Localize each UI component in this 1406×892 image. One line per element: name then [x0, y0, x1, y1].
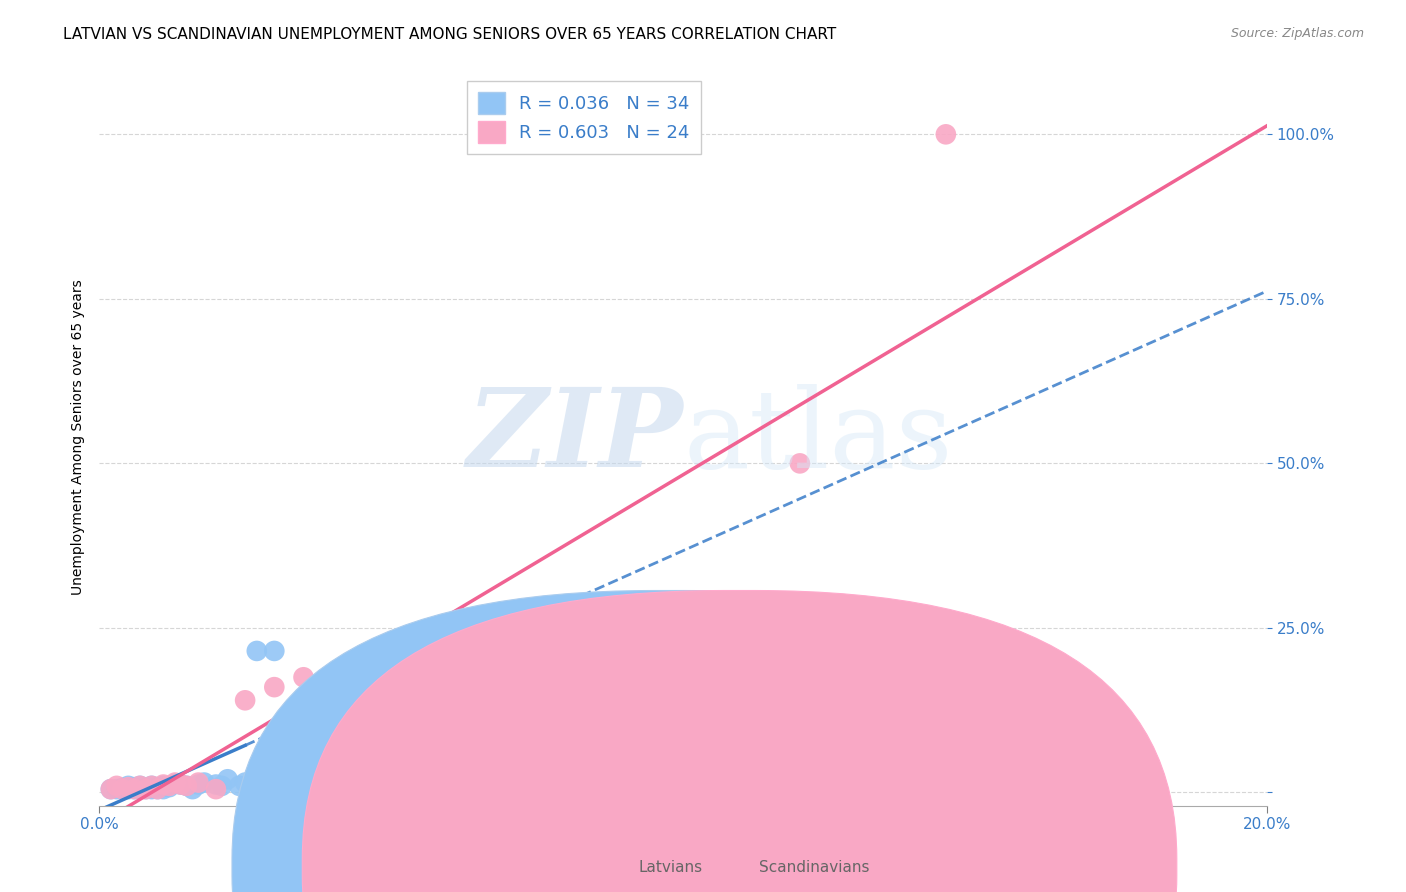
Legend: R = 0.036   N = 34, R = 0.603   N = 24: R = 0.036 N = 34, R = 0.603 N = 24	[467, 81, 700, 154]
Point	[129, 779, 152, 793]
Point	[117, 782, 139, 797]
Point	[789, 456, 811, 470]
Point	[111, 782, 134, 797]
Point	[129, 779, 152, 793]
Point	[176, 779, 198, 793]
Text: LATVIAN VS SCANDINAVIAN UNEMPLOYMENT AMONG SENIORS OVER 65 YEARS CORRELATION CHA: LATVIAN VS SCANDINAVIAN UNEMPLOYMENT AMO…	[63, 27, 837, 42]
Y-axis label: Unemployment Among Seniors over 65 years: Unemployment Among Seniors over 65 years	[72, 279, 86, 595]
Point	[135, 780, 157, 795]
Point	[122, 780, 145, 794]
Point	[141, 782, 163, 797]
Point	[152, 778, 174, 792]
Point	[111, 780, 134, 795]
Text: Scandinavians: Scandinavians	[759, 860, 870, 874]
Point	[122, 782, 145, 797]
Point	[246, 644, 269, 658]
Point	[111, 782, 134, 797]
Point	[117, 780, 139, 794]
Point	[217, 772, 239, 787]
Point	[117, 780, 139, 795]
Point	[105, 779, 128, 793]
Point	[205, 782, 228, 797]
Text: Latvians: Latvians	[638, 860, 703, 874]
Point	[170, 778, 193, 792]
Point	[157, 779, 180, 793]
Point	[439, 687, 461, 701]
Point	[129, 782, 152, 797]
Point	[135, 782, 157, 797]
Point	[176, 779, 198, 793]
Point	[409, 673, 432, 688]
Point	[163, 777, 186, 791]
Point	[187, 775, 209, 789]
Point	[105, 782, 128, 797]
Point	[141, 779, 163, 793]
Point	[117, 779, 139, 793]
Point	[205, 778, 228, 792]
Point	[672, 607, 695, 622]
Point	[292, 670, 315, 684]
Point	[135, 782, 157, 797]
Point	[152, 782, 174, 797]
Point	[935, 128, 957, 142]
Point	[228, 779, 250, 793]
Point	[163, 775, 186, 789]
Text: ZIP: ZIP	[467, 384, 683, 491]
Point	[193, 775, 215, 789]
Point	[152, 779, 174, 793]
Point	[233, 775, 256, 789]
Point	[263, 680, 285, 694]
Point	[146, 782, 169, 797]
Point	[100, 782, 122, 797]
Text: Source: ZipAtlas.com: Source: ZipAtlas.com	[1230, 27, 1364, 40]
Point	[187, 778, 209, 792]
Point	[146, 780, 169, 794]
Point	[100, 782, 122, 797]
Point	[211, 779, 233, 793]
Point	[141, 779, 163, 793]
Point	[141, 780, 163, 795]
Point	[122, 782, 145, 797]
Point	[181, 782, 204, 797]
Point	[263, 644, 285, 658]
Point	[170, 778, 193, 792]
Text: atlas: atlas	[683, 384, 953, 491]
Point	[146, 782, 169, 797]
Point	[157, 780, 180, 794]
Point	[233, 693, 256, 707]
